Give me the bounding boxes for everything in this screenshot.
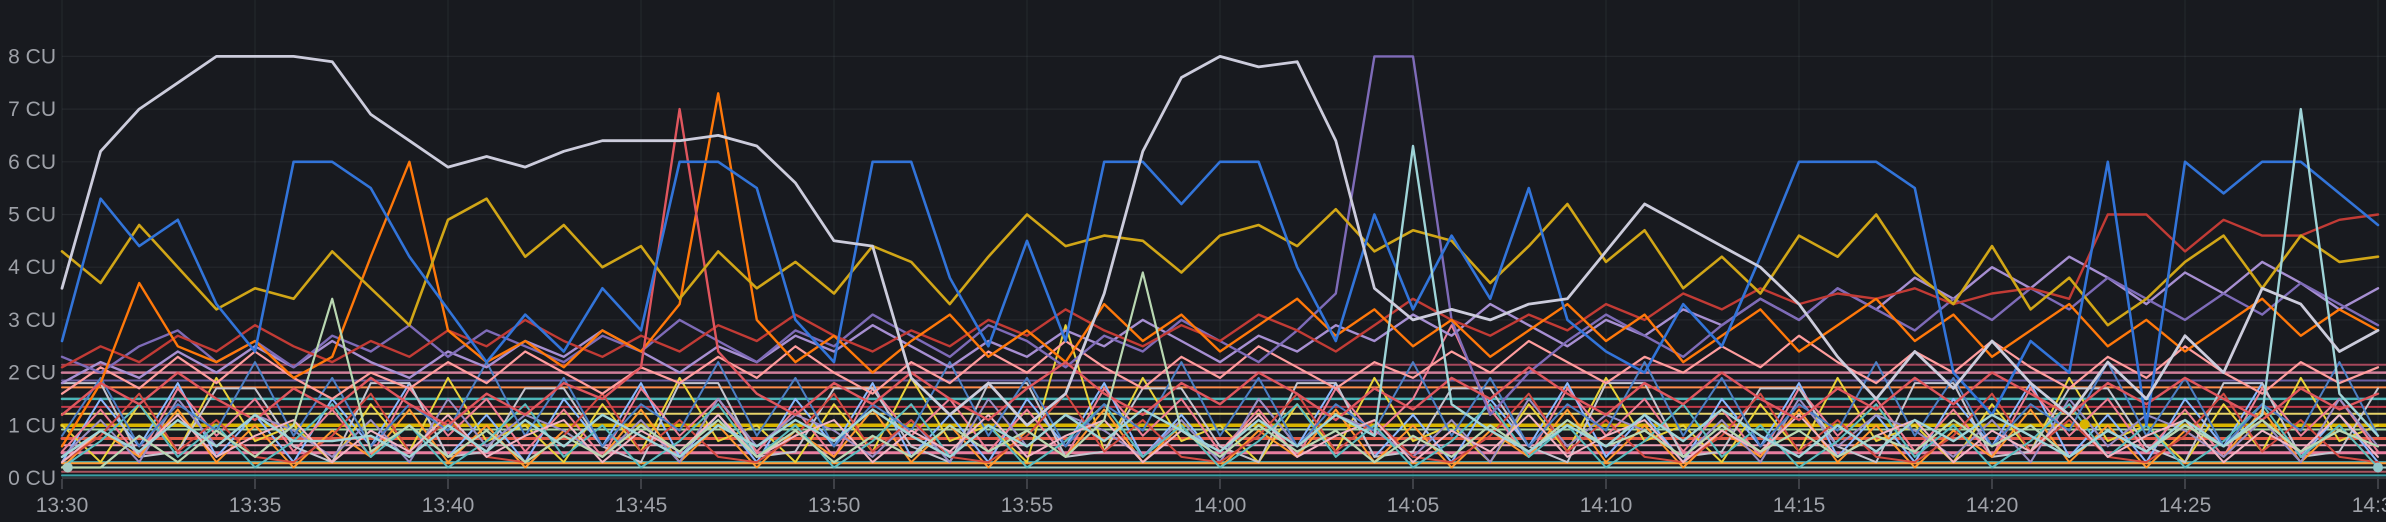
y-axis-tick-label: 0 CU (8, 467, 56, 490)
x-axis-tick-label: 14:05 (1387, 494, 1440, 517)
x-axis-tick-label: 14:30 (2352, 494, 2386, 517)
x-axis-tick-label: 14:10 (1580, 494, 1633, 517)
x-axis-tick-label: 13:50 (808, 494, 861, 517)
x-axis-tick-label: 14:15 (1773, 494, 1826, 517)
gold-sample-point (2079, 419, 2090, 430)
y-axis-tick-label: 6 CU (8, 151, 56, 174)
series-line-lowband-red (61, 392, 2379, 464)
x-axis-tick-label: 14:00 (1194, 494, 1247, 517)
y-axis-tick-label: 2 CU (8, 362, 56, 385)
series-line-lowband-teal (61, 403, 2379, 469)
x-axis-tick-label: 13:35 (229, 494, 282, 517)
y-axis-tick-label: 5 CU (8, 204, 56, 227)
x-axis-tick-label: 14:25 (2159, 494, 2212, 517)
series-start-point (62, 462, 73, 473)
series-line-pale-cyan-spiker (60, 107, 2380, 459)
y-axis-tick-label: 3 CU (8, 309, 56, 332)
series-line-orange-spiker (60, 92, 2380, 448)
series-line-pale-green-spiker (60, 271, 2380, 469)
series-line-gold-wanderer (60, 197, 2380, 327)
series-line-white-main (60, 55, 2380, 427)
x-axis-tick-label: 13:40 (422, 494, 475, 517)
y-axis-tick-label: 8 CU (8, 45, 56, 68)
x-axis-tick-label: 13:45 (615, 494, 668, 517)
series-end-point (2373, 462, 2383, 473)
y-axis-tick-label: 4 CU (8, 256, 56, 279)
x-axis-tick-label: 13:55 (1001, 494, 1054, 517)
series-line-lowband-yellow (61, 324, 2379, 464)
y-axis-tick-label: 7 CU (8, 98, 56, 121)
y-axis-tick-label: 1 CU (8, 414, 56, 437)
x-axis-tick-label: 14:20 (1966, 494, 2019, 517)
x-axis-tick-label: 13:30 (36, 494, 89, 517)
series-line-light-purple-wanderer (60, 255, 2380, 385)
